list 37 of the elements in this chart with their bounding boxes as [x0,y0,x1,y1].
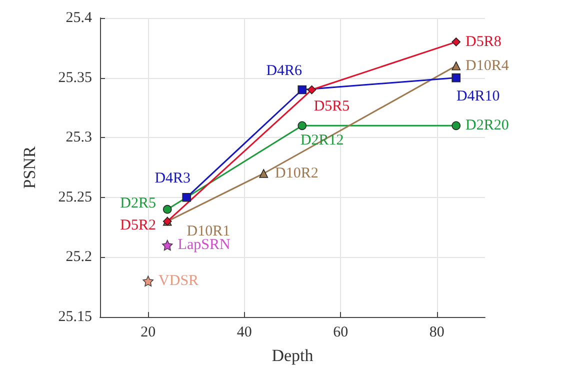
data-label: D4R10 [456,88,500,105]
data-label: D4R6 [266,62,303,79]
y-tick-label: 25.15 [58,309,92,325]
series-label: LapSRN [178,237,230,254]
data-label: D5R8 [466,34,502,50]
y-tick-label: 25.3 [66,130,92,146]
point [298,85,307,94]
y-tick-label: 25.4 [66,10,92,26]
x-tick-label: 60 [333,324,348,340]
point [452,38,461,46]
data-label: D10R1 [186,223,230,240]
y-tick-label: 25.25 [58,189,92,206]
series-label: VDSR [158,273,199,290]
point [452,73,461,82]
data-label: D10R2 [275,165,318,182]
data-label: D4R3 [154,170,191,186]
point [162,204,172,214]
point [162,240,173,251]
data-label: D5R5 [314,98,350,115]
point [307,85,316,94]
data-label: D10R4 [466,58,510,74]
point [142,276,154,287]
point [259,169,268,178]
x-axis-title: Depth [272,346,314,365]
x-tick-label: 80 [429,324,444,340]
y-axis-title: PSNR [20,146,39,189]
point [182,193,192,202]
point [298,121,307,130]
x-tick-label: 40 [236,324,252,340]
data-label: D2R20 [466,118,509,134]
y-tick-label: 25.35 [58,70,92,86]
data-label: D5R2 [120,217,156,234]
y-tick-label: 25.2 [66,249,92,266]
data-label: D2R5 [120,195,156,212]
x-tick-label: 20 [140,324,156,340]
point [452,121,461,130]
point [452,61,461,70]
